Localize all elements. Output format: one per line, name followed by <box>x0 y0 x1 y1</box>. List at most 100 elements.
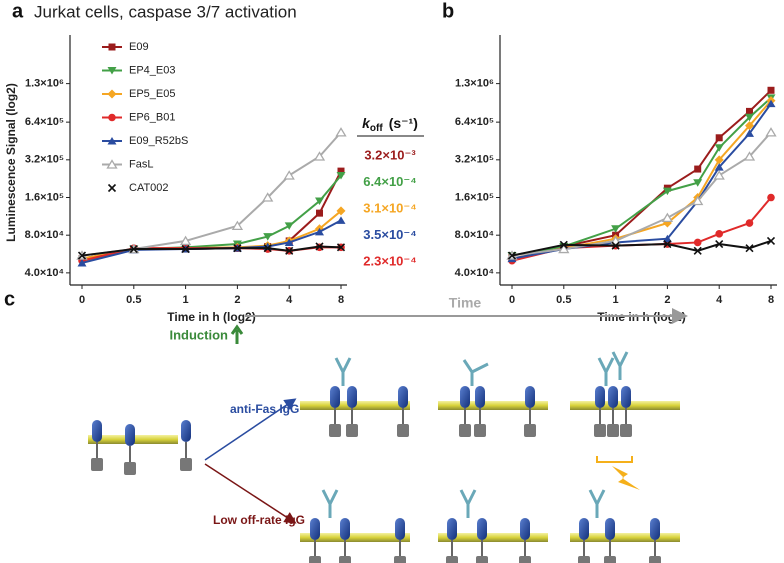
arm-label: Low off-rate IgG <box>213 513 305 527</box>
marker <box>558 243 570 254</box>
diagram: c Time Induction anti-Fas IgG Low off-ra… <box>4 288 688 563</box>
time-label: Time <box>449 295 482 311</box>
marker <box>559 240 568 249</box>
series-line <box>81 219 342 264</box>
legend-label: EP5_E05 <box>129 88 175 100</box>
y-tick-label: 4.0×10⁴ <box>25 267 64 279</box>
koff-symbol: k <box>362 115 371 131</box>
marker <box>714 163 724 171</box>
x-tick-label: 4 <box>716 294 723 306</box>
marker <box>715 230 723 238</box>
koff-label: 6.4×10⁻⁴ <box>363 174 416 189</box>
marker <box>662 187 672 196</box>
marker <box>611 225 621 233</box>
marker <box>285 246 294 255</box>
marker <box>745 113 755 122</box>
membrane <box>570 533 680 542</box>
legend-label: E09_R52bS <box>129 135 188 147</box>
x-tick-label: 8 <box>338 294 344 306</box>
koff-label: 3.5×10⁻⁴ <box>363 227 416 242</box>
marker <box>745 244 754 253</box>
marker <box>315 227 325 236</box>
marker <box>77 258 87 267</box>
marker <box>765 127 777 137</box>
membrane <box>300 533 410 542</box>
legend-marker <box>107 89 117 99</box>
y-tick-label: 8.0×10⁴ <box>455 229 494 241</box>
x-tick-label: 4 <box>286 294 293 306</box>
marker <box>693 246 702 255</box>
marker <box>745 219 754 227</box>
marker <box>129 244 138 254</box>
marker <box>337 167 345 175</box>
marker <box>663 239 672 249</box>
marker <box>713 170 725 180</box>
marker <box>231 220 244 230</box>
x-axis-label: Time in h (log2) <box>167 310 255 324</box>
series-line <box>511 97 772 257</box>
x-tick-label: 0 <box>509 294 515 306</box>
marker <box>745 129 755 137</box>
induction-label: Induction <box>170 327 229 342</box>
y-tick-label: 4.0×10⁴ <box>455 267 494 279</box>
legend-label: EP4_E03 <box>129 64 175 76</box>
marker <box>715 239 724 249</box>
y-tick-label: 1.6×10⁵ <box>455 191 494 203</box>
legend-marker <box>108 113 116 122</box>
marker <box>284 222 294 230</box>
x-tick-label: 0.5 <box>126 294 141 306</box>
y-tick-label: 6.4×10⁵ <box>455 116 494 128</box>
marker <box>766 99 776 108</box>
y-tick-label: 1.3×10⁶ <box>25 78 64 90</box>
series-line <box>81 245 342 257</box>
series-line <box>511 239 772 257</box>
x-tick-label: 2 <box>664 294 670 306</box>
marker <box>233 244 242 253</box>
marker <box>767 86 775 94</box>
legend-label: FasL <box>129 158 153 170</box>
x-axis-label: Time in h (log2) <box>597 310 685 324</box>
marker <box>336 216 346 224</box>
y-tick-label: 6.4×10⁵ <box>25 116 64 128</box>
marker <box>743 151 756 161</box>
marker <box>693 179 703 187</box>
y-tick-label: 8.0×10⁴ <box>25 229 64 241</box>
x-tick-label: 0 <box>79 294 85 306</box>
induction-arrow <box>230 324 244 344</box>
marker <box>181 244 190 254</box>
marker <box>611 241 620 250</box>
marker <box>336 243 346 252</box>
koff-label: 3.1×10⁻⁴ <box>363 200 416 215</box>
marker <box>179 235 192 246</box>
legend-label: E09 <box>129 41 149 53</box>
marker <box>284 238 294 246</box>
x-tick-label: 8 <box>768 294 774 306</box>
x-tick-label: 2 <box>234 294 240 306</box>
marker <box>263 244 272 253</box>
x-tick-label: 0.5 <box>556 294 571 306</box>
marker <box>336 171 346 180</box>
arm-arrow <box>204 398 297 461</box>
marker <box>746 107 754 115</box>
marker <box>661 212 674 223</box>
y-tick-label: 1.6×10⁵ <box>25 191 64 203</box>
arm-arrow <box>204 463 297 524</box>
marker <box>714 144 724 152</box>
arm-label: anti-Fas IgG <box>230 402 299 416</box>
panel-label: b <box>442 0 454 22</box>
x-tick-label: 1 <box>613 294 619 306</box>
signal-bolt <box>612 466 640 490</box>
marker <box>315 242 324 251</box>
marker <box>662 234 672 243</box>
marker <box>694 165 702 173</box>
koff-subscript: off <box>370 123 383 134</box>
marker <box>263 233 273 241</box>
legend-marker <box>107 67 117 75</box>
koff-unit: (s⁻¹) <box>389 115 418 131</box>
legend-marker <box>107 137 117 145</box>
koff-header: koff (s⁻¹) <box>362 115 418 134</box>
legend-marker <box>108 43 116 51</box>
marker <box>315 197 325 206</box>
legend-label: CAT002 <box>129 182 169 194</box>
